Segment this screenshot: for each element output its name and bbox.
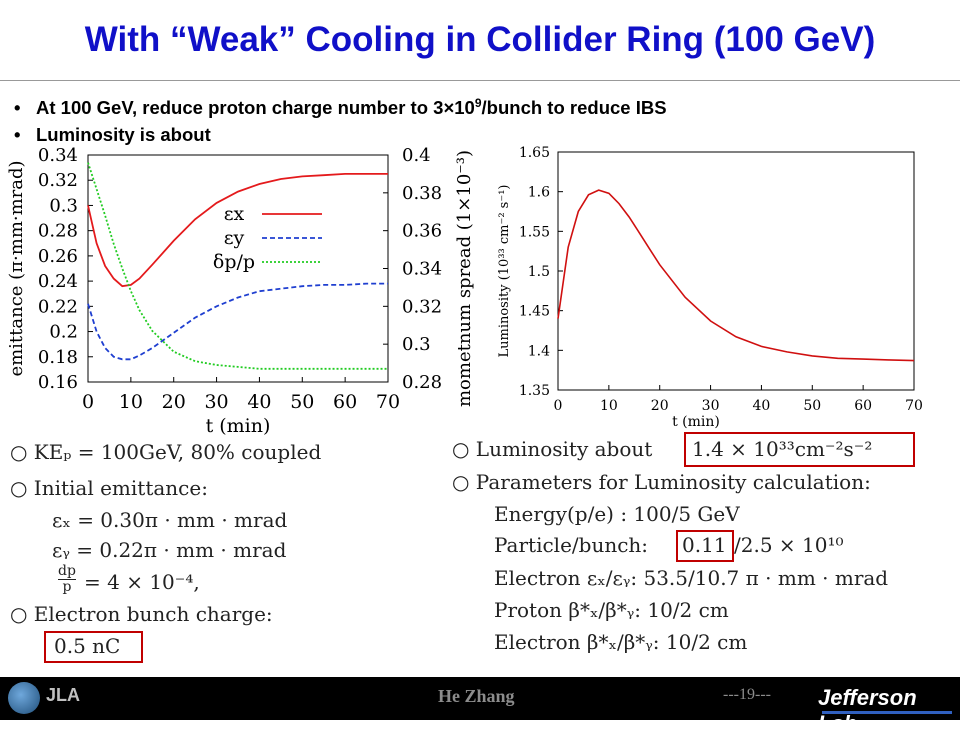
eq-luminosity-about: ○ Luminosity about: [452, 437, 653, 461]
y-tick-label: 1.5: [528, 264, 550, 280]
y-left-tick-label: 0.32: [38, 170, 78, 191]
x-tick-label: 0: [554, 398, 563, 414]
jla-logo: JLA: [46, 685, 81, 705]
y-right-tick-label: 0.28: [402, 372, 442, 393]
page-number: ---19---: [723, 686, 771, 703]
y-left-tick-label: 0.2: [49, 322, 78, 343]
bullet-list: • At 100 GeV, reduce proton charge number…: [14, 90, 667, 148]
eq-emittance-y: εᵧ = 0.22π · mm · mrad: [52, 538, 287, 562]
y-right-tick-label: 0.38: [402, 183, 442, 204]
bullet-text-after: /bunch to reduce IBS: [481, 97, 667, 119]
eq-charge-value: 0.5 nC: [54, 634, 121, 658]
y-left-axis-label: emittance (π·mm·mrad): [6, 160, 27, 376]
y-right-tick-label: 0.36: [402, 221, 442, 242]
bullet-text: Luminosity is about: [36, 124, 211, 146]
y-right-tick-label: 0.34: [402, 259, 442, 280]
x-tick-label: 30: [204, 391, 228, 413]
series-line: [87, 282, 388, 361]
institution-logo-icon: [8, 682, 40, 714]
y-tick-label: 1.65: [519, 145, 550, 161]
bullet-item: • Luminosity is about: [14, 121, 667, 148]
y-left-tick-label: 0.24: [38, 271, 78, 292]
y-right-tick-label: 0.3: [402, 334, 431, 355]
slide-title: With “Weak” Cooling in Collider Ring (10…: [84, 20, 876, 59]
logo-swoosh: [822, 711, 952, 714]
x-tick-label: 70: [376, 391, 400, 413]
x-tick-label: 60: [333, 391, 357, 413]
legend-label: δp/p: [213, 251, 255, 273]
legend-label: εy: [224, 227, 245, 249]
x-tick-label: 40: [753, 398, 771, 414]
author-name: He Zhang: [438, 686, 515, 706]
luminosity-chart: 0 10 20 30 40 50 60 70 1.65 1.6 1.55 1.5 1.45 1.4 1.35…: [497, 145, 923, 430]
x-tick-label: 70: [905, 398, 923, 414]
y-left-tick-label: 0.28: [38, 221, 78, 242]
eq-luminosity-value: 1.4 × 10³³cm⁻²s⁻²: [692, 437, 873, 461]
y-left-tick-label: 0.3: [49, 195, 78, 216]
eq-particle-value: 0.11: [682, 533, 727, 557]
bullet-text: At 100 GeV, reduce proton charge number …: [36, 97, 475, 119]
series-line: [87, 173, 388, 288]
x-axis-label: t (min): [672, 414, 720, 430]
highlight-box: [44, 631, 143, 663]
y-left-tick-label: 0.22: [38, 296, 78, 317]
y-left-tick-label: 0.16: [38, 372, 78, 393]
y-tick-label: 1.55: [519, 224, 550, 240]
eq-energy: Energy(p/e) : 100/5 GeV: [494, 502, 740, 526]
emittance-chart: 0 10 20 30 40 50 60 70 0.34 0.32 0.3 0.28 0.26 0.24 0.…: [6, 145, 475, 437]
eq-dp-value: = 4 × 10⁻⁴,: [84, 570, 200, 594]
eq-electron-beta: Electron β*ₓ/β*ᵧ: 10/2 cm: [494, 630, 748, 654]
x-tick-label: 10: [119, 391, 143, 413]
bullet-dot-icon: •: [14, 124, 21, 146]
x-tick-label: 40: [247, 391, 271, 413]
eq-dp-den: p: [62, 579, 72, 595]
eq-dp-num: dp: [58, 563, 76, 580]
eq-ke: ○ KEₚ = 100GeV, 80% coupled: [10, 440, 322, 464]
x-tick-label: 30: [702, 398, 720, 414]
eq-particle-label: Particle/bunch:: [494, 533, 649, 557]
bullet-dot-icon: •: [14, 97, 21, 119]
eq-proton-beta: Proton β*ₓ/β*ᵧ: 10/2 cm: [494, 598, 729, 622]
eq-particle-rest: /2.5 × 10¹⁰: [734, 533, 844, 557]
y-tick-label: 1.35: [519, 383, 550, 399]
title-bar: With “Weak” Cooling in Collider Ring (10…: [0, 0, 960, 81]
x-axis-label: t (min): [206, 415, 271, 437]
y-left-tick-label: 0.26: [38, 246, 78, 267]
y-axis-label: Luminosity (10³³ cm⁻² s⁻¹): [497, 184, 512, 357]
plot-frame: [557, 151, 915, 391]
bullet-item: • At 100 GeV, reduce proton charge number…: [14, 90, 667, 121]
y-right-tick-label: 0.32: [402, 296, 442, 317]
eq-emittance-x: εₓ = 0.30π · mm · mrad: [52, 508, 288, 532]
series-line: [87, 162, 388, 370]
x-tick-label: 0: [82, 391, 94, 413]
y-right-axis-label: mometnum spread (1×10⁻³): [454, 150, 475, 407]
eq-parameters: ○ Parameters for Luminosity calculation:: [452, 470, 871, 494]
x-tick-label: 60: [854, 398, 872, 414]
eq-initial-emittance: ○ Initial emittance:: [10, 476, 208, 500]
eq-bunch-charge: ○ Electron bunch charge:: [10, 602, 273, 626]
x-tick-label: 50: [290, 391, 314, 413]
eq-electron-emittance: Electron εₓ/εᵧ: 53.5/10.7 π · mm · mrad: [494, 566, 889, 590]
highlight-box: [676, 530, 734, 562]
x-tick-label: 20: [651, 398, 669, 414]
x-tick-label: 50: [803, 398, 821, 414]
footer: JLA He Zhang ---19--- Jefferson Lab: [0, 677, 960, 736]
eq-dp-fraction: dp p: [58, 564, 76, 595]
x-tick-label: 10: [600, 398, 618, 414]
highlight-box: [684, 432, 915, 467]
y-right-tick-label: 0.4: [402, 145, 431, 166]
y-tick-label: 1.45: [519, 304, 550, 320]
legend-label: εx: [224, 203, 245, 225]
luminosity-line: [557, 189, 915, 362]
bullet-sup: 9: [474, 96, 482, 110]
y-left-tick-label: 0.18: [38, 347, 78, 368]
x-tick-label: 20: [162, 391, 186, 413]
y-left-tick-label: 0.34: [38, 145, 78, 166]
y-tick-label: 1.4: [528, 343, 550, 359]
y-tick-label: 1.6: [528, 185, 550, 201]
